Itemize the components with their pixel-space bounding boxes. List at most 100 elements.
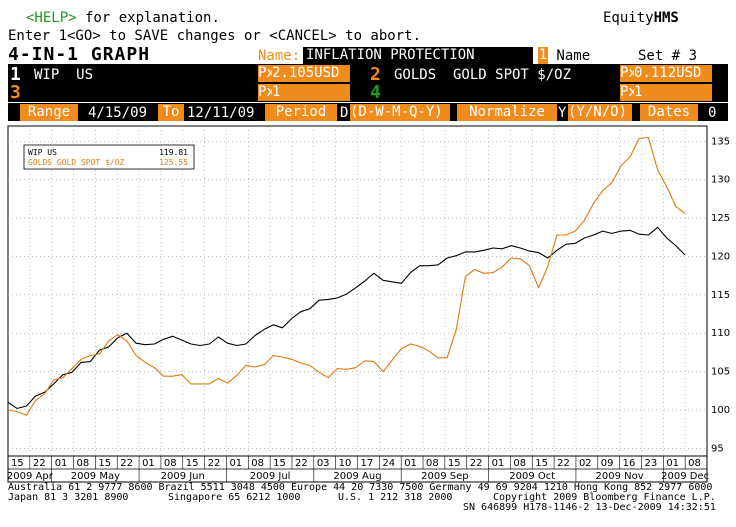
x-tick-label: 15 (535, 458, 548, 469)
x-tick-label: 08 (688, 458, 701, 469)
security-1-px-value[interactable]: 2.105USD (272, 65, 350, 82)
period-label: Period (265, 104, 337, 121)
x-tick-label: 22 (470, 458, 483, 469)
x-tick-label: 22 (33, 458, 46, 469)
month-label: 2009 Jun (161, 471, 205, 482)
dates-value[interactable]: 0 (708, 105, 717, 121)
help-line: <HELP> for explanation. (26, 10, 220, 26)
security-1-px-label: Px (258, 65, 275, 82)
y-tick-label: 110 (711, 328, 730, 339)
legend-entry-name: GOLDS GOLD SPOT $/OZ (28, 158, 125, 167)
y-tick-label: 125 (711, 213, 730, 224)
y-tick-label: 115 (711, 290, 730, 301)
help-key[interactable]: <HELP> (26, 10, 77, 26)
x-tick-label: 24 (382, 458, 395, 469)
normalize-label: Normalize (457, 104, 557, 121)
security-2-ticker[interactable]: GOLDS GOLD SPOT $/OZ (394, 67, 572, 83)
y-tick-label: 105 (711, 367, 730, 378)
name-input[interactable]: INFLATION PROTECTION (303, 47, 533, 64)
x-tick-label: 03 (317, 458, 330, 469)
month-label: 2009 May (71, 471, 120, 482)
normalize-options: (Y/N/O) (568, 104, 632, 121)
range-to[interactable]: 12/11/09 (187, 105, 255, 121)
x-tick-label: 22 (557, 458, 570, 469)
month-label: 2009 Dec (661, 471, 709, 482)
security-2-px-value[interactable]: 0.112USD (634, 65, 712, 82)
month-label: 2009 Jul (250, 471, 291, 482)
footer-singapore: Singapore 65 6212 1000 (168, 492, 301, 503)
security-1-ticker[interactable]: WIP US (34, 67, 94, 83)
footer-japan: Japan 81 3 3201 8900 (8, 492, 129, 503)
x-tick-label: 09 (601, 458, 614, 469)
security-1-number: 1 (10, 64, 22, 85)
security-4-number: 4 (370, 82, 382, 103)
x-tick-label: 08 (77, 458, 90, 469)
legend-entry-value: 125.55 (159, 158, 188, 167)
security-1-unit: USD (314, 65, 340, 81)
dates-label: Dates (640, 104, 698, 121)
period-options: (D-W-M-Q-Y) (350, 104, 450, 121)
to-label: To (158, 104, 184, 121)
legend-box (23, 144, 195, 170)
security-1-px-number: 2.105 (272, 65, 315, 81)
x-tick-label: 22 (208, 458, 221, 469)
name-suffix: Name (548, 48, 591, 64)
x-tick-label: 01 (666, 458, 679, 469)
y-tick-label: 130 (711, 175, 730, 186)
footer-contacts-line1: Australia 61 2 9777 8600 Brazil 5511 304… (8, 482, 713, 493)
legend-entry-name: WIP US (28, 148, 57, 157)
instruction-line: Enter 1<GO> to SAVE changes or <CANCEL> … (8, 28, 422, 44)
y-tick-label: 100 (711, 405, 730, 416)
y-tick-label: 120 (711, 251, 730, 262)
help-text: for explanation. (76, 10, 220, 26)
y-tick-label: 95 (711, 443, 724, 454)
month-label: 2009 Sep (421, 471, 468, 482)
security-4-px-value[interactable]: 1 (634, 84, 712, 101)
range-label: Range (20, 104, 78, 121)
x-tick-label: 08 (513, 458, 526, 469)
legend-entry-value: 119.81 (159, 148, 188, 157)
x-tick-label: 15 (11, 458, 24, 469)
x-tick-label: 15 (273, 458, 286, 469)
x-tick-label: 22 (295, 458, 308, 469)
x-tick-label: 08 (251, 458, 264, 469)
y-tick-label: 135 (711, 136, 730, 147)
period-value[interactable]: D (340, 105, 349, 121)
app-brand: EquityHMS (603, 10, 679, 26)
range-from[interactable]: 4/15/09 (88, 105, 148, 121)
security-2-px-label: Px (620, 65, 637, 82)
security-2-px-number: 0.112 (634, 65, 677, 81)
security-2-unit: USD (676, 65, 702, 81)
month-label: 2009 Oct (509, 471, 555, 482)
series-line-2 (7, 136, 686, 416)
set-number: Set # 3 (638, 48, 698, 64)
security-3-px-label: Px (258, 84, 275, 101)
x-tick-label: 08 (164, 458, 177, 469)
x-tick-label: 10 (339, 458, 352, 469)
security-4-px-label: Px (620, 84, 637, 101)
security-panel (8, 64, 728, 102)
x-tick-label: 17 (361, 458, 374, 469)
x-tick-label: 22 (120, 458, 133, 469)
brand-hms: HMS (653, 10, 679, 26)
x-tick-label: 02 (579, 458, 592, 469)
x-tick-label: 15 (98, 458, 111, 469)
month-label: 2009 Nov (596, 471, 644, 482)
security-3-px-value[interactable]: 1 (272, 84, 350, 101)
name-box-number[interactable]: 1 (538, 47, 548, 64)
x-tick-label: 15 (186, 458, 199, 469)
x-tick-label: 16 (623, 458, 636, 469)
x-tick-label: 01 (492, 458, 505, 469)
plot-area (7, 125, 708, 457)
brand-equity: Equity (603, 10, 654, 26)
footer-session: SN 646899 H178-1146-2 13-Dec-2009 14:32:… (463, 502, 716, 513)
month-label: 2009 Apr (7, 471, 54, 482)
month-label: 2009 Aug (333, 471, 381, 482)
x-tick-label: 01 (55, 458, 68, 469)
footer-us: U.S. 1 212 318 2000 (338, 492, 453, 503)
x-tick-label: 01 (142, 458, 155, 469)
x-tick-label: 23 (644, 458, 657, 469)
screen-title: 4-IN-1 GRAPH (8, 44, 151, 65)
footer-copyright: Copyright 2009 Bloomberg Finance L.P. (493, 492, 716, 503)
normalize-value[interactable]: Y (558, 105, 567, 121)
